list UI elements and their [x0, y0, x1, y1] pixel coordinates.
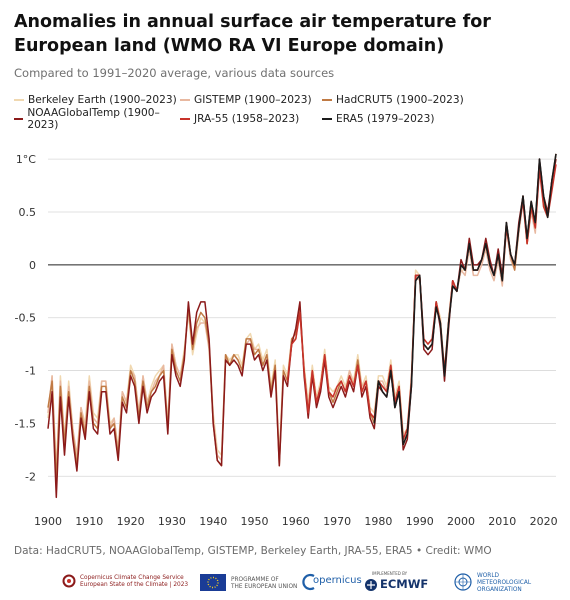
ecmwf-logo-icon: [365, 579, 377, 591]
eu-programme-text: PROGRAMME OF THE EUROPEAN UNION: [231, 577, 297, 591]
series-line-era5: [373, 153, 557, 446]
programme-line-2: THE EUROPEAN UNION: [231, 584, 298, 590]
legend-label-gistemp: GISTEMP (1900–2023): [194, 93, 312, 106]
chart-title: Anomalies in annual surface air temperat…: [14, 12, 491, 56]
x-tick-label: 1920: [117, 515, 145, 528]
data-source-credit: Data: HadCRUT5, NOAAGlobalTemp, GISTEMP,…: [14, 545, 492, 557]
x-tick-label: 1940: [199, 515, 227, 528]
x-tick-label: 1970: [323, 515, 351, 528]
legend-item-era5: ERA5 (1979–2023): [322, 113, 434, 125]
legend-label-hadcrut5: HadCRUT5 (1900–2023): [336, 93, 464, 106]
c3s-text: Copernicus Climate Change Service Europe…: [80, 575, 188, 589]
ecmwf-wordmark: ECMWF: [380, 577, 429, 591]
x-tick-label: 1960: [282, 515, 310, 528]
x-tick-label: 2010: [488, 515, 516, 528]
legend-swatch-noaa: [14, 117, 24, 120]
copernicus-c3s-logo-icon: [62, 574, 76, 588]
footer-logos: Copernicus Climate Change Service Europe…: [0, 568, 570, 600]
legend-label-jra55: JRA-55 (1958–2023): [194, 112, 300, 125]
y-tick-label: 0: [29, 259, 36, 272]
x-tick-label: 1990: [406, 515, 434, 528]
ecmwf-implemented-by: IMPLEMENTED BY: [372, 571, 408, 576]
legend-swatch-gistemp: [180, 98, 190, 101]
legend-row-1: Berkeley Earth (1900–2023) GISTEMP (1900…: [14, 90, 564, 109]
legend-swatch-era5: [322, 117, 332, 120]
y-tick-label: -1.5: [15, 417, 36, 430]
legend-item-noaa: NOAAGlobalTemp (1900–2023): [14, 107, 180, 131]
y-tick-label: -0.5: [15, 312, 36, 325]
c3s-name: Copernicus Climate Change Service: [80, 575, 184, 581]
copernicus-logo-icon: [302, 573, 315, 591]
legend-label-berkeley: Berkeley Earth (1900–2023): [28, 93, 177, 106]
legend-item-berkeley: Berkeley Earth (1900–2023): [14, 94, 180, 106]
x-tick-label: 2020: [530, 515, 558, 528]
series-line-noaa: [47, 158, 557, 499]
legend-item-gistemp: GISTEMP (1900–2023): [180, 94, 322, 106]
x-tick-label: 1900: [34, 515, 62, 528]
y-tick-label: 1°C: [16, 153, 36, 166]
legend-item-hadcrut5: HadCRUT5 (1900–2023): [322, 94, 464, 106]
wmo-line-1: WORLD: [477, 573, 500, 579]
wmo-line-2: METEOROLOGICAL: [477, 580, 532, 586]
legend-swatch-hadcrut5: [322, 98, 332, 101]
x-tick-label: 1950: [241, 515, 269, 528]
x-tick-label: 2000: [447, 515, 475, 528]
copernicus-wordmark: opernicus: [313, 575, 362, 586]
legend-row-2: NOAAGlobalTemp (1900–2023) JRA-55 (1958–…: [14, 107, 564, 131]
esotc-label: European State of the Climate | 2023: [80, 582, 189, 588]
wmo-logo-icon: [454, 573, 472, 591]
legend-item-jra55: JRA-55 (1958–2023): [180, 113, 322, 125]
wmo-line-3: ORGANIZATION: [477, 587, 522, 593]
x-tick-label: 1910: [75, 515, 103, 528]
legend: Berkeley Earth (1900–2023) GISTEMP (1900…: [14, 90, 564, 131]
legend-label-era5: ERA5 (1979–2023): [336, 112, 435, 125]
programme-line-1: PROGRAMME OF: [231, 577, 279, 583]
chart-subtitle: Compared to 1991–2020 average, various d…: [14, 66, 335, 80]
x-tick-label: 1930: [158, 515, 186, 528]
wmo-text: WORLD METEOROLOGICAL ORGANIZATION: [477, 573, 531, 594]
y-tick-label: -2: [25, 470, 36, 483]
legend-swatch-jra55: [180, 117, 190, 120]
y-tick-label: 0.5: [19, 206, 37, 219]
x-tick-label: 1980: [364, 515, 392, 528]
series-line-berkeley: [47, 158, 557, 472]
y-tick-label: -1: [25, 365, 36, 378]
legend-label-noaa: NOAAGlobalTemp (1900–2023): [27, 106, 160, 131]
legend-swatch-berkeley: [14, 98, 24, 101]
eu-flag-icon: [200, 574, 226, 591]
